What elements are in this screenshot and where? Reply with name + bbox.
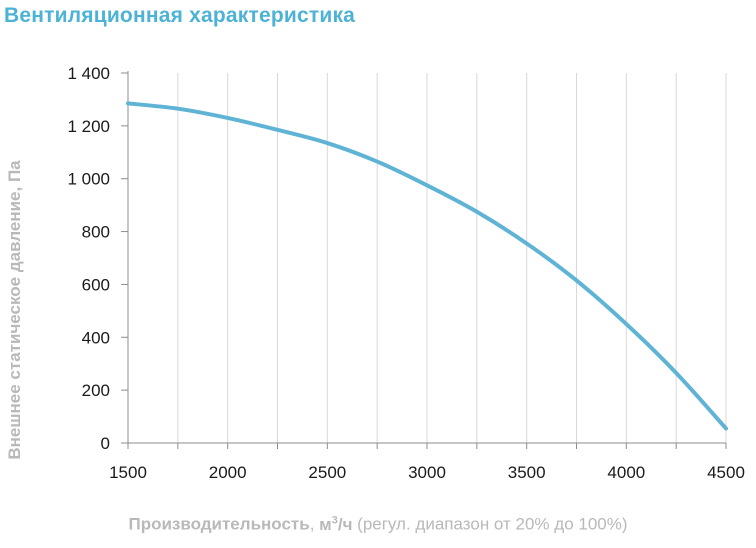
x-axis-unit-exp: 3 — [331, 514, 338, 526]
series — [126, 101, 728, 431]
y-tick-label: 600 — [82, 275, 110, 294]
y-axis-label: Внешнее статическое давление, Па — [5, 160, 24, 460]
x-tick-label: 4500 — [707, 463, 745, 482]
x-axis-label-note: (регул. диапазон от 20% до 100%) — [352, 514, 628, 534]
x-tick-label: 4000 — [607, 463, 645, 482]
y-tick-label: 1 400 — [67, 64, 110, 83]
y-tick-label: 1 000 — [67, 170, 110, 189]
x-axis-label-sep: , — [309, 514, 320, 534]
x-tick-label: 3500 — [508, 463, 546, 482]
x-tick-labels: 1500 2000 2500 3000 3500 4000 4500 — [109, 463, 745, 482]
x-axis-unit-tail: /ч — [337, 514, 353, 534]
x-axis-label: Производительность, м3/ч (регул. диапазо… — [0, 514, 756, 535]
y-tick-label: 0 — [101, 434, 110, 453]
x-axis-label-unit: м3/ч — [319, 514, 353, 534]
x-tick-label: 2500 — [308, 463, 346, 482]
y-tick-label: 200 — [82, 381, 110, 400]
y-tick-labels: 0 200 400 600 800 1 000 1 200 1 400 — [67, 64, 110, 453]
x-tick-label: 1500 — [109, 463, 147, 482]
x-tick-label: 2000 — [209, 463, 247, 482]
grid — [177, 73, 727, 443]
x-tick-label: 3000 — [408, 463, 446, 482]
axes — [121, 71, 727, 449]
x-axis-unit-base: м — [319, 514, 332, 534]
chart-title: Вентиляционная характеристика — [4, 4, 356, 27]
y-tick-label: 1 200 — [67, 117, 110, 136]
y-tick-label: 400 — [82, 328, 110, 347]
x-axis-label-main: Производительность — [128, 514, 310, 534]
series-line — [126, 101, 728, 431]
y-tick-label: 800 — [82, 223, 110, 242]
